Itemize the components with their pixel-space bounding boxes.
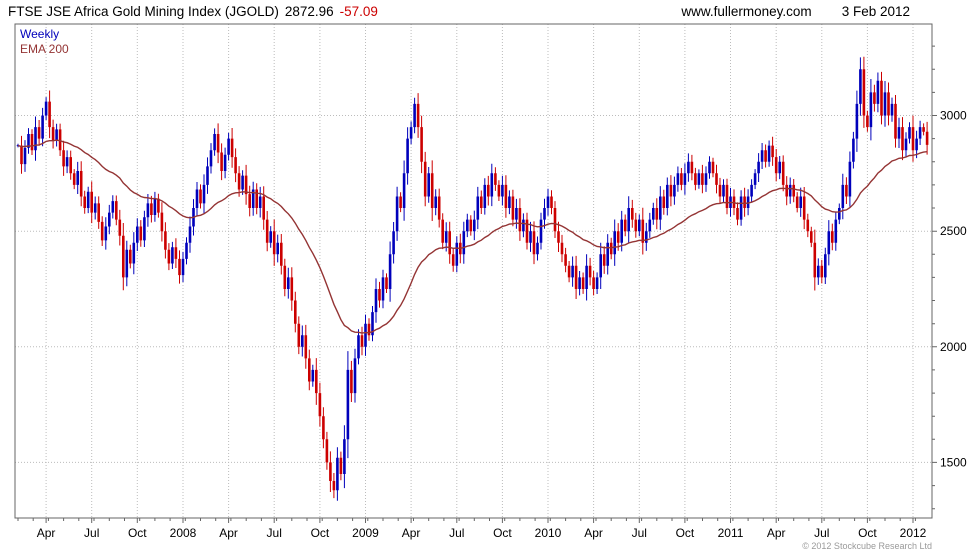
y-tick-label: 2500: [940, 224, 967, 238]
legend-ema-200: EMA 200: [20, 42, 69, 56]
price-change: -57.09: [339, 3, 378, 19]
x-tick-label: 2008: [170, 526, 197, 540]
candles-up-bodies: [16, 69, 922, 491]
x-tick-label: Jul: [632, 526, 647, 540]
copyright-notice: © 2012 Stockcube Research Ltd: [802, 541, 932, 551]
chart-legend: Weekly EMA 200: [20, 27, 69, 57]
y-tick-label: 1500: [940, 455, 967, 469]
x-tick-label: Jul: [267, 526, 282, 540]
x-tick-label: 2012: [900, 526, 927, 540]
candles-up-wicks: [17, 57, 921, 501]
ema-line: [17, 139, 928, 334]
x-tick-label: Oct: [493, 526, 512, 540]
legend-weekly: Weekly: [20, 27, 60, 41]
chart-title: FTSE JSE Africa Gold Mining Index (JGOLD…: [8, 3, 279, 19]
x-tick-label: Jul: [84, 526, 99, 540]
x-tick-label: Apr: [219, 526, 238, 540]
x-tick-label: Oct: [128, 526, 147, 540]
axis-ticks: [17, 45, 937, 523]
y-tick-label: 3000: [940, 109, 967, 123]
chart-date: 3 Feb 2012: [841, 3, 910, 19]
title-group: FTSE JSE Africa Gold Mining Index (JGOLD…: [8, 4, 681, 19]
x-tick-label: 2011: [718, 526, 744, 540]
y-tick-label: 2000: [940, 340, 967, 354]
x-tick-label: Jul: [814, 526, 829, 540]
x-tick-label: Apr: [767, 526, 786, 540]
x-tick-label: Oct: [311, 526, 330, 540]
x-tick-label: 2009: [352, 526, 379, 540]
x-tick-label: Jul: [449, 526, 464, 540]
x-tick-label: Apr: [37, 526, 56, 540]
x-tick-label: 2010: [535, 526, 562, 540]
chart-header: FTSE JSE Africa Gold Mining Index (JGOLD…: [8, 2, 972, 20]
last-price: 2872.96: [284, 3, 334, 19]
x-tick-label: Oct: [676, 526, 695, 540]
plot-border: [14, 23, 933, 519]
candles-down-wicks: [21, 56, 928, 499]
candles-down-bodies: [20, 69, 929, 491]
gridlines: [15, 24, 932, 518]
x-tick-label: Apr: [402, 526, 421, 540]
x-tick-label: Apr: [584, 526, 603, 540]
site-link[interactable]: www.fullermoney.com: [681, 3, 812, 19]
x-tick-label: Oct: [858, 526, 877, 540]
